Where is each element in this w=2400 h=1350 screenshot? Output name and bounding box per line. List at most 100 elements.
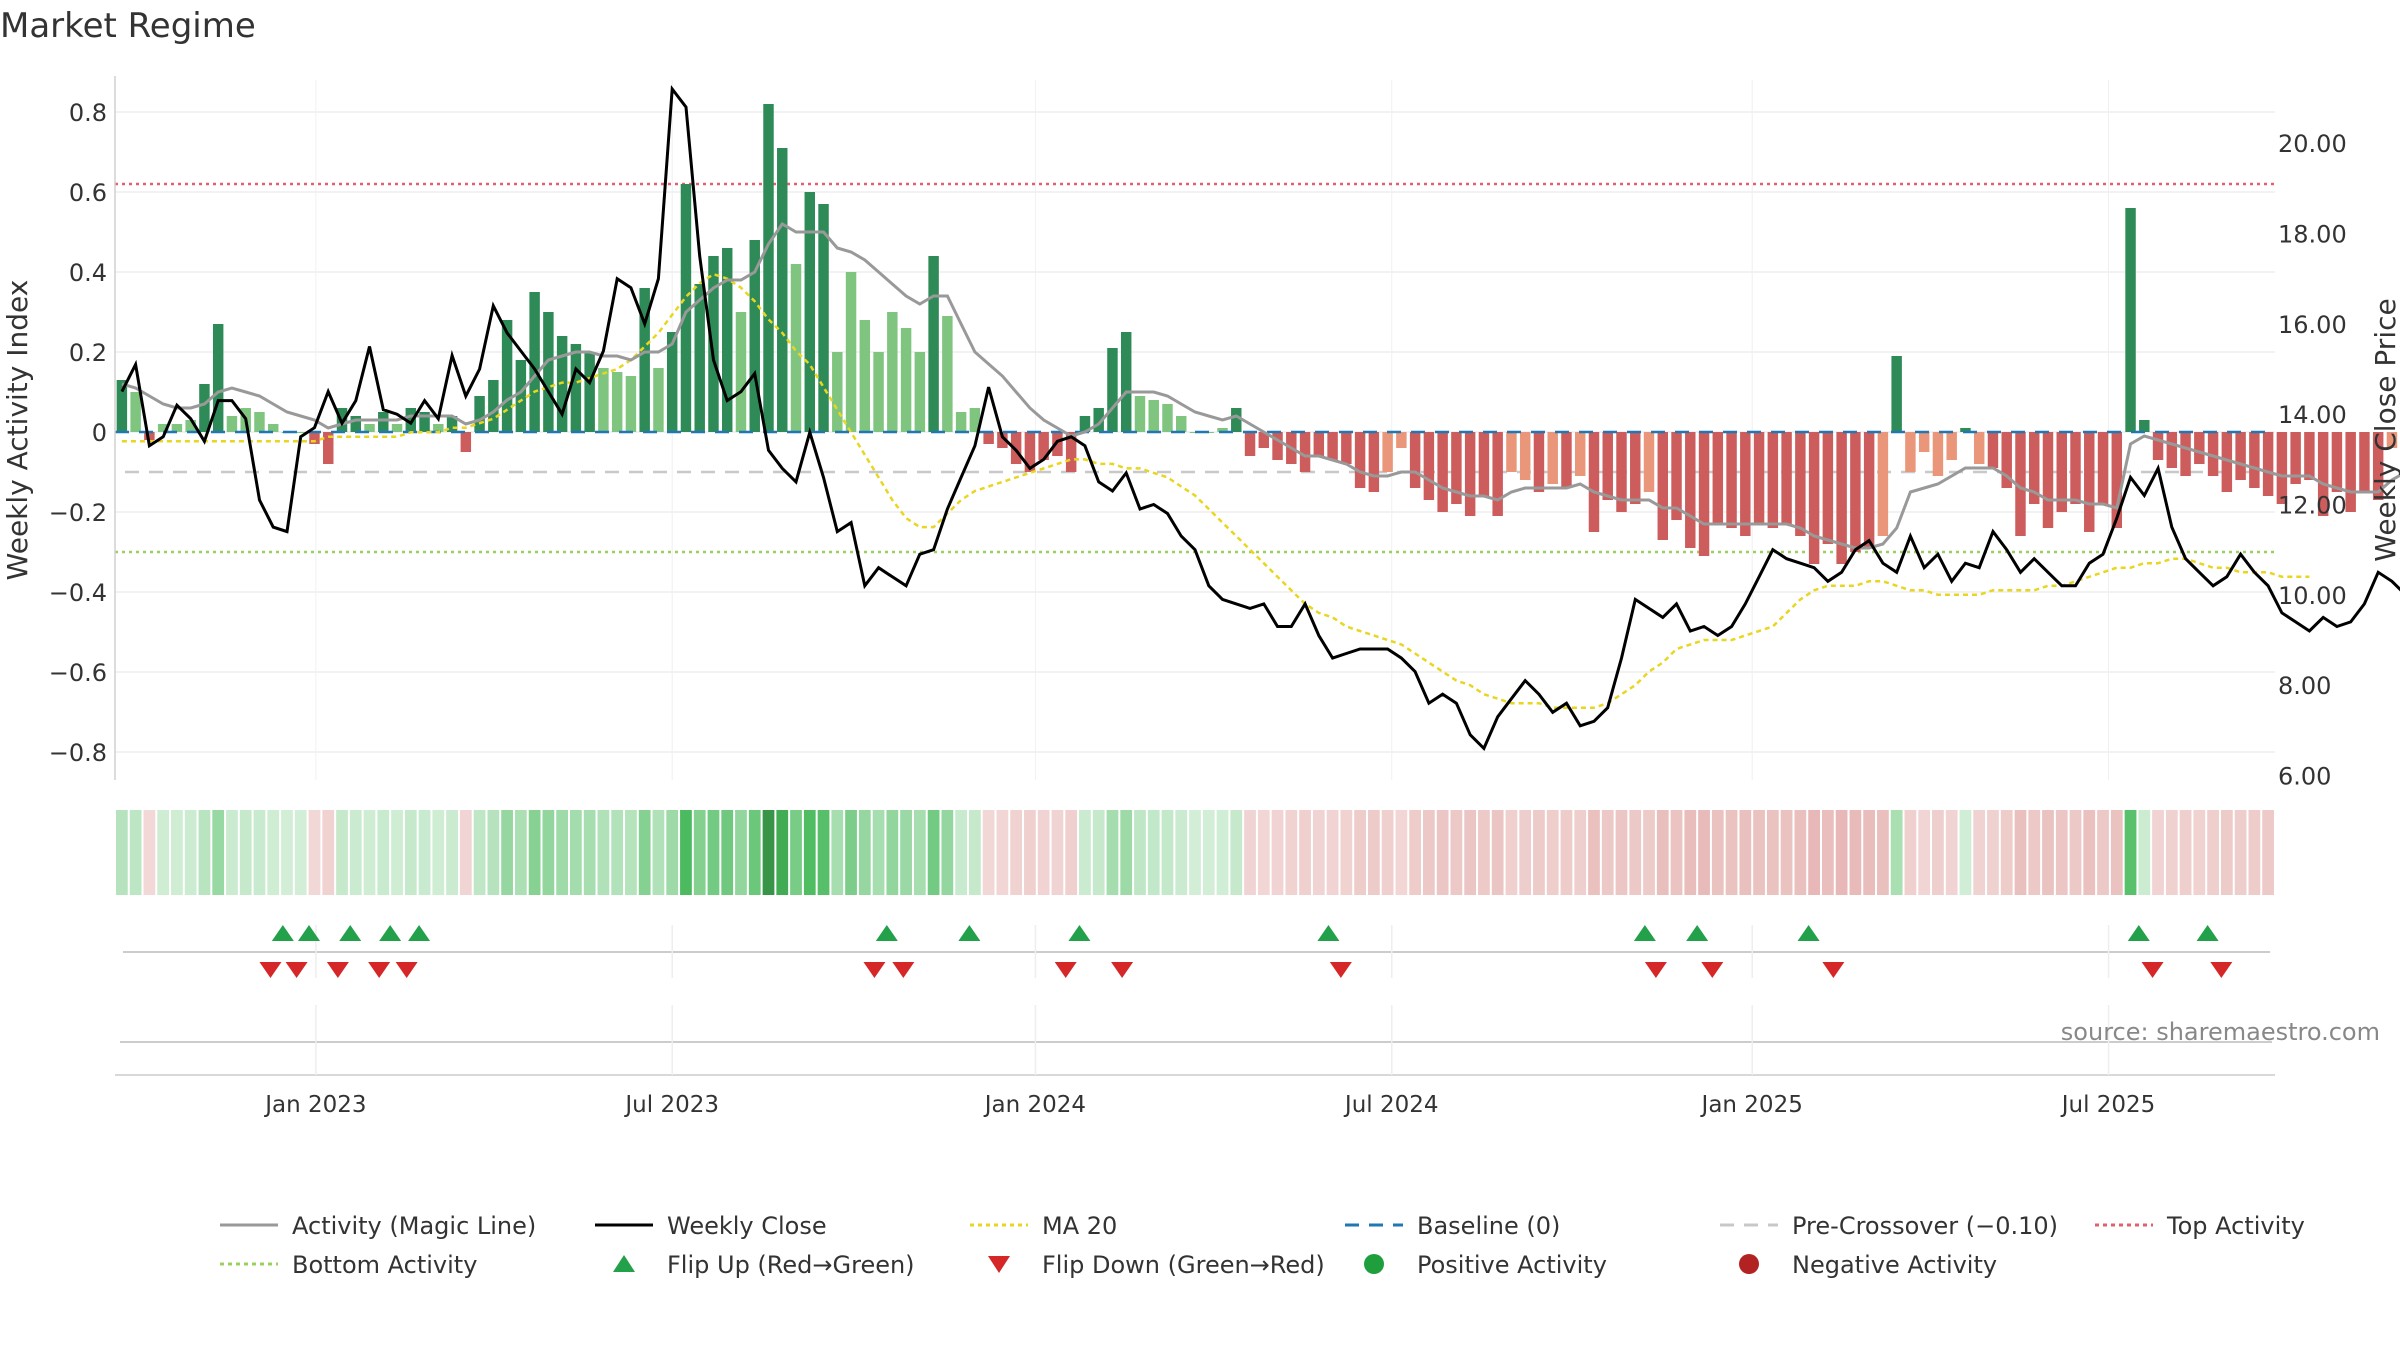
activity-bar — [226, 416, 238, 432]
regime-cell — [1312, 810, 1325, 895]
activity-bar — [433, 424, 444, 432]
activity-bar — [653, 368, 664, 432]
regime-cell — [1037, 810, 1050, 895]
activity-bar — [1437, 432, 1448, 512]
regime-cell — [2152, 810, 2164, 895]
regime-cell — [638, 810, 651, 895]
flip-down-marker — [1111, 962, 1134, 978]
y-tick-label: 0.2 — [69, 339, 107, 367]
regime-cell — [1863, 810, 1876, 895]
activity-bar — [1382, 432, 1393, 472]
regime-cell — [625, 810, 637, 895]
activity-bars — [115, 104, 2398, 564]
regime-cell — [1643, 810, 1655, 895]
regime-cell — [404, 810, 417, 895]
regime-cell — [1588, 810, 1600, 895]
regime-cell — [968, 810, 981, 895]
regime-cell — [2014, 810, 2027, 895]
regime-cell — [680, 810, 692, 895]
y-axis-right: 20.00 18.00 16.00 14.00 12.00 10.00 8.00 6.00 — [2278, 130, 2347, 790]
regime-cell — [1546, 810, 1559, 895]
regime-cell — [1161, 810, 1174, 895]
flip-down-marker — [863, 962, 886, 978]
activity-bar — [1602, 432, 1613, 500]
activity-bar — [1588, 432, 1600, 532]
activity-bar — [2317, 432, 2329, 516]
regime-cell — [611, 810, 624, 895]
activity-bar — [1134, 396, 1146, 432]
activity-bar — [1519, 432, 1531, 480]
regime-cell — [1753, 810, 1765, 895]
regime-cell — [1698, 810, 1710, 895]
flip-down-marker — [395, 962, 418, 978]
activity-bar — [364, 424, 375, 432]
activity-bar — [1698, 432, 1710, 556]
regime-cell — [528, 810, 541, 895]
x-tick-label: Jan 2024 — [983, 1092, 1086, 1118]
regime-cell — [253, 810, 266, 895]
activity-bar — [2111, 432, 2123, 528]
flip-up-marker — [1633, 925, 1656, 941]
activity-bar — [763, 104, 774, 432]
regime-cell — [514, 810, 527, 895]
flip-up-marker — [958, 925, 981, 941]
activity-bar — [2056, 432, 2067, 512]
activity-bar — [955, 412, 967, 432]
activity-bar — [1396, 432, 1407, 448]
activity-bar — [2235, 432, 2246, 480]
activity-bar — [666, 332, 678, 432]
activity-bar — [515, 360, 527, 432]
activity-bar — [295, 432, 306, 433]
regime-cell — [459, 810, 472, 895]
activity-bar — [1024, 432, 1036, 472]
regime-cell — [1079, 810, 1091, 895]
legend-swatch — [613, 1255, 635, 1272]
activity-bar — [2345, 432, 2356, 512]
activity-bar — [2015, 432, 2026, 536]
regime-cell — [336, 810, 348, 895]
activity-bar — [735, 312, 747, 432]
activity-bar — [708, 256, 719, 432]
activity-bar — [254, 412, 265, 432]
ma20-line — [121, 272, 2310, 709]
x-tick-label: Jan 2023 — [263, 1092, 366, 1118]
regime-cell — [1877, 810, 1889, 895]
chart-title: Market Regime — [0, 6, 256, 46]
regime-cell — [666, 810, 679, 895]
x-tick-label: Jan 2025 — [1700, 1092, 1803, 1118]
flip-down-marker — [1054, 962, 1077, 978]
activity-bar — [1217, 428, 1228, 432]
regime-cell — [2165, 810, 2178, 895]
flip-down-marker — [1822, 962, 1845, 978]
regime-cell — [1574, 810, 1587, 895]
activity-bar — [969, 408, 981, 432]
regime-cell — [776, 810, 789, 895]
activity-bar — [529, 292, 540, 432]
activity-bar — [584, 352, 595, 432]
regime-cell — [872, 810, 885, 895]
legend-label: Positive Activity — [1417, 1251, 1607, 1279]
regime-cell — [1904, 810, 1917, 895]
activity-bar — [212, 324, 224, 432]
regime-cell — [597, 810, 610, 895]
activity-bar — [2070, 432, 2081, 504]
activity-bar — [1822, 432, 1834, 544]
flip-down-marker — [1644, 962, 1667, 978]
activity-bar — [2097, 432, 2109, 504]
activity-bar — [199, 384, 210, 432]
x-tick-label: Jul 2023 — [623, 1092, 719, 1118]
regime-cell — [473, 810, 486, 895]
regime-cell — [886, 810, 899, 895]
activity-bar — [1107, 348, 1118, 432]
activity-bar — [1891, 356, 1902, 432]
regime-cell — [941, 810, 954, 895]
activity-bar — [323, 432, 334, 464]
activity-bar — [171, 424, 183, 432]
activity-bar — [1547, 432, 1558, 484]
regime-cell — [2000, 810, 2013, 895]
flip-up-marker — [1068, 925, 1091, 941]
regime-cell — [1932, 810, 1944, 895]
regime-cell — [281, 810, 293, 895]
activity-bar — [845, 272, 857, 432]
activity-bar — [997, 432, 1008, 448]
